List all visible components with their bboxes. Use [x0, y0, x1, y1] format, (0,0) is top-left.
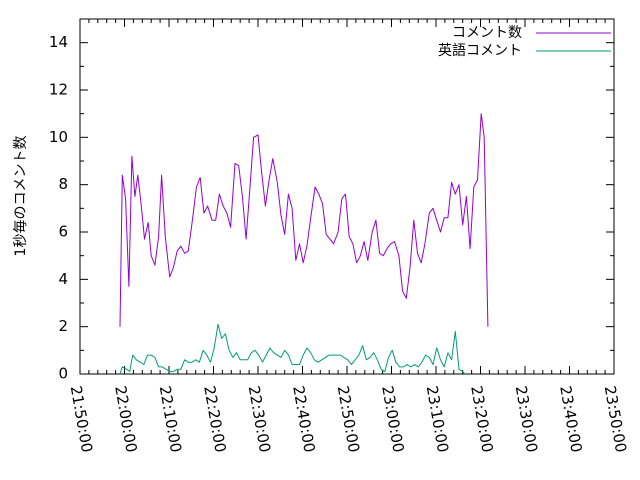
y-tick-label: 10 [49, 128, 68, 146]
y-tick-label: 8 [58, 175, 68, 193]
y-tick-label: 0 [58, 365, 68, 383]
y-axis-label: 1秒毎のコメント数 [13, 136, 29, 257]
y-tick-label: 14 [49, 33, 68, 51]
y-tick-label: 2 [58, 317, 68, 335]
y-tick-label: 6 [58, 223, 68, 241]
series-line-0 [119, 113, 489, 327]
series-layer [119, 113, 489, 375]
y-tick-label: 4 [58, 270, 68, 288]
legend-label-1: 英語コメント [438, 42, 522, 59]
y-tick-label: 12 [49, 81, 68, 99]
series-line-1 [119, 323, 466, 375]
legend-label-0: コメント数 [452, 25, 522, 41]
